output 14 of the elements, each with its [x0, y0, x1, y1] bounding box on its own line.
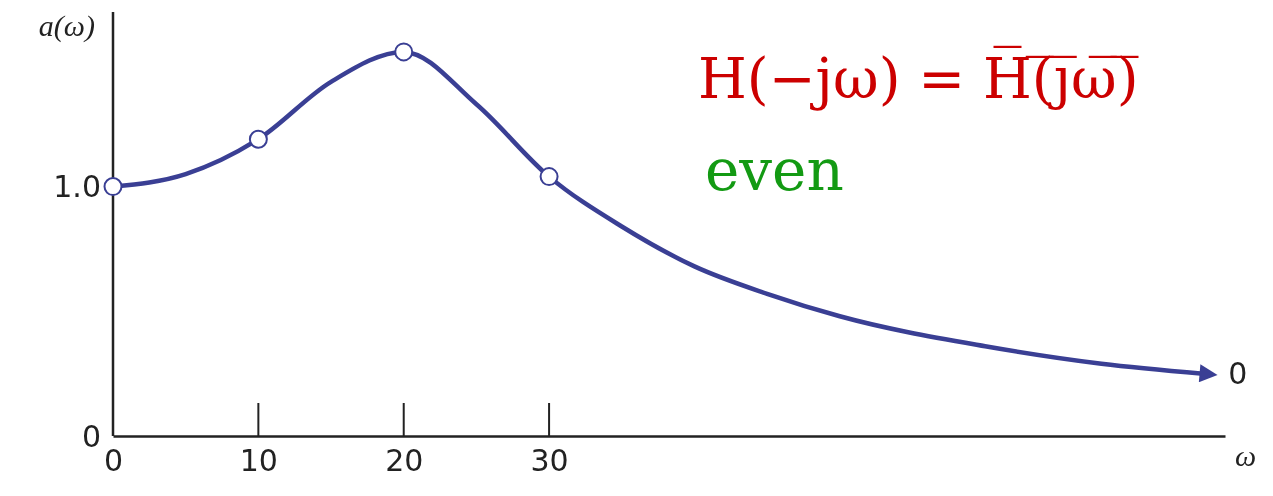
- annotation: H(−jω) = H̅(̅j̅ω̅)̅: [698, 44, 1139, 111]
- point: [394, 42, 414, 62]
- x-tick-label: 30: [530, 443, 569, 479]
- x-tick-label: 20: [385, 443, 424, 479]
- y-axis-title: a(ω): [38, 9, 95, 43]
- x-tick-label: 0: [103, 443, 124, 479]
- point: [248, 129, 268, 149]
- annotation: 0: [1228, 356, 1248, 392]
- x-axis-title: ω: [1235, 439, 1257, 472]
- point: [539, 167, 559, 187]
- x-tick-label: 10: [239, 443, 278, 479]
- annotation: even: [705, 136, 844, 204]
- y-tick-label: 1.0: [53, 169, 101, 205]
- point: [103, 177, 123, 197]
